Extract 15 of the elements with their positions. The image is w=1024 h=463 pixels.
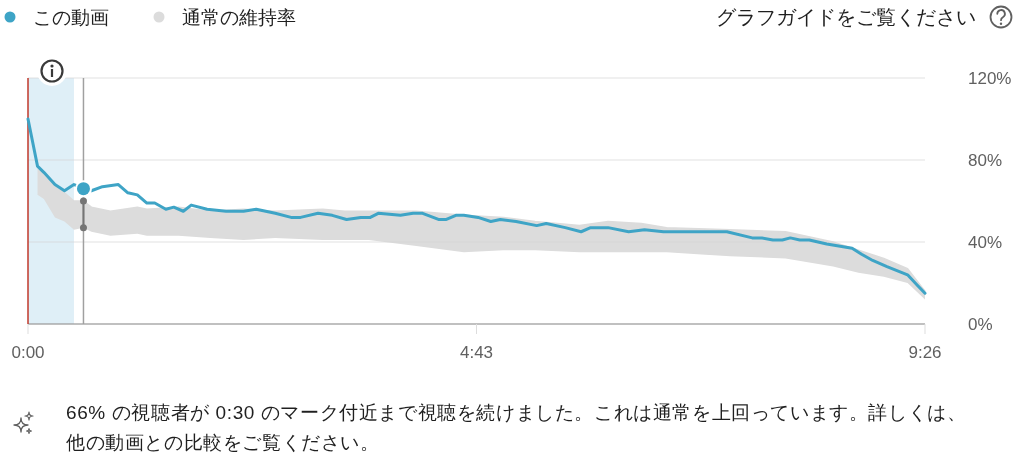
x-tick-label: 9:26 [908,343,942,362]
y-tick-label: 80% [968,151,1003,170]
legend-label: 通常の維持率 [182,7,296,28]
y-tick-label: 120% [968,69,1012,88]
x-tick-label: 0:00 [11,343,45,362]
text: グラフガイドをご覧ください [716,6,976,28]
y-tick-label: 40% [968,233,1003,252]
point [79,197,87,205]
legend-label: この動画 [33,7,109,28]
y-tick-label: 0% [968,315,993,334]
point [74,180,92,198]
x-tick-label: 4:43 [459,343,494,362]
point [79,224,87,232]
text: 66% の視聴者が 0:30 のマーク付近まで視聴を続けました。これは通常を上回っています。詳しくは、他の動画との比較をご覧ください。 [66,401,968,455]
line-series [26,117,927,295]
